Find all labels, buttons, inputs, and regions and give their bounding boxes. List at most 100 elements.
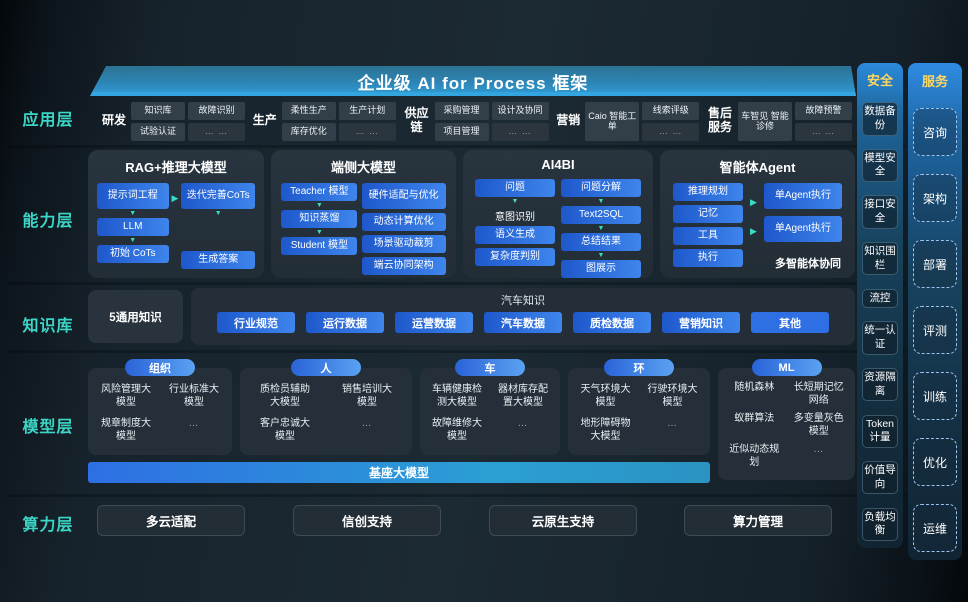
- ai4bi-semantic-generation: 语义生成: [475, 226, 555, 244]
- arrow-down-icon: ▼: [597, 225, 605, 232]
- model-cell: 蚁群算法: [734, 413, 775, 424]
- service-item-consulting: 咨询: [913, 108, 957, 156]
- ai4bi-question: 问题: [475, 179, 555, 197]
- knowledge-item-operation-data: 运营数据: [395, 312, 473, 333]
- agent-multi-collab-label: 多智能体协同: [775, 258, 841, 270]
- capability-box-ai4bi: AI4BI 问题 ▼ 意图识别 语义生成 复杂度判别 问题分解 ▼ Text2S…: [463, 150, 653, 278]
- app-item: 线索评级: [642, 101, 700, 120]
- model-group-pill: 车: [455, 359, 525, 376]
- arrow-down-icon: ▼: [214, 210, 222, 217]
- rag-step-initial-cots: 初始 CoTs: [96, 245, 169, 263]
- model-group-pill: 组织: [125, 359, 195, 376]
- agent-planning: 推理规划: [673, 183, 744, 201]
- compute-item-cloud-native: 云原生支持: [489, 505, 637, 536]
- model-group-environment: 环 天气环境大模型 行驶环境大模型 地形障碍物大模型 …: [568, 359, 710, 455]
- arrow-right-icon: ▶: [171, 193, 179, 203]
- ai4bi-complexity-judgement: 复杂度判别: [475, 248, 555, 266]
- model-cell: 行驶环境大模型: [647, 384, 698, 408]
- arrow-down-icon: ▼: [129, 210, 137, 217]
- application-layer-row: 研发 知识库 故障识别 试验认证 … … 生产 柔性生产 生产计划 库存优化 ……: [102, 98, 852, 144]
- layer-label-knowledge: 知识库: [22, 318, 74, 335]
- knowledge-item-other: 其他: [751, 312, 829, 333]
- model-group-pill: 人: [291, 359, 361, 376]
- service-item-optimization: 优化: [913, 438, 957, 486]
- service-item-training: 训练: [913, 372, 957, 420]
- knowledge-item-qc-data: 质检数据: [573, 312, 651, 333]
- agent-single-exec-2: 单Agent执行: [763, 216, 842, 242]
- app-item: 设计及协同: [491, 101, 549, 120]
- model-cell: 多变量灰色模型: [793, 413, 844, 437]
- layer-label-capability: 能力层: [22, 213, 74, 230]
- service-item-deployment: 部署: [913, 240, 957, 288]
- model-group-organization: 组织 风险管理大模型 行业标准大模型 规章制度大模型 …: [88, 359, 232, 455]
- capability-box-title: 智能体Agent: [719, 160, 796, 175]
- rag-step-answer: 生成答案: [181, 251, 256, 269]
- security-item-model-safety: 模型安全: [862, 148, 898, 183]
- app-group-after-sales: 售后服务 车智见 智能诊修 故障预警 … …: [707, 101, 852, 141]
- app-item: 试验认证: [131, 122, 186, 141]
- layer-label-compute: 算力层: [22, 517, 74, 534]
- model-group-ml: ML 随机森林 长短期记忆网络 蚁群算法 多变量灰色模型 近似动态规划 …: [718, 359, 855, 480]
- app-item: 采购管理: [434, 101, 489, 120]
- edge-dynamic-compute: 动态计算优化: [361, 213, 446, 231]
- model-cell: 故障维修大模型: [432, 418, 482, 442]
- layer-divider: [8, 350, 906, 353]
- model-cell: 客户忠诚大模型: [260, 418, 310, 442]
- compute-item-multicloud: 多云适配: [97, 505, 245, 536]
- security-item-value-orientation: 价值导向: [862, 461, 898, 495]
- app-group-name: 营销: [556, 113, 581, 128]
- model-cell-more: …: [188, 418, 200, 429]
- framework-title-banner: 企业级 AI for Process 框架: [90, 66, 856, 96]
- app-group-name: 售后服务: [707, 106, 732, 134]
- layer-divider: [8, 282, 906, 285]
- capability-box-agent: 智能体Agent 推理规划 记忆 工具 执行 ▶ ▶ 单Agent执行 单Age…: [660, 150, 855, 278]
- base-foundation-model-bar: 基座大模型: [88, 462, 710, 483]
- app-item: 故障识别: [188, 101, 246, 120]
- model-cell: 天气环境大模型: [580, 384, 631, 408]
- model-cell-more: …: [361, 418, 373, 429]
- capability-box-title: RAG+推理大模型: [125, 160, 227, 175]
- service-column-title: 服务: [921, 74, 948, 89]
- model-cell: 质检员辅助大模型: [260, 384, 310, 408]
- ai4bi-summarize: 总结结果: [561, 233, 641, 251]
- edge-scene-pruning: 场景驱动裁剪: [361, 235, 446, 253]
- security-item-load-balancing: 负载均衡: [862, 507, 898, 541]
- auto-knowledge-title: 汽车知识: [501, 295, 545, 307]
- ai4bi-decompose: 问题分解: [561, 179, 641, 197]
- model-cell-more: …: [667, 418, 678, 429]
- security-item-flow-control: 流控: [862, 288, 898, 309]
- layer-label-application: 应用层: [22, 112, 74, 129]
- capability-box-title: 端侧大模型: [330, 160, 396, 175]
- service-item-evaluation: 评测: [913, 306, 957, 354]
- capability-box-title: AI4BI: [541, 157, 575, 172]
- app-item-more: … …: [338, 122, 396, 141]
- arrow-right-icon: ▶: [750, 196, 757, 207]
- app-group-name: 供应链: [404, 106, 429, 134]
- layer-divider: [8, 145, 906, 148]
- edge-student-model: Student 模型: [281, 237, 358, 255]
- app-item: 车智见 智能诊修: [737, 101, 792, 141]
- model-group-people: 人 质检员辅助大模型 销售培训大模型 客户忠诚大模型 …: [240, 359, 412, 455]
- rag-step-refine-cots: 迭代完善CoTs: [181, 183, 256, 209]
- edge-cloud-arch: 端云协同架构: [361, 257, 446, 275]
- model-group-pill: ML: [751, 359, 822, 376]
- model-cell-more: …: [813, 444, 825, 455]
- security-item-unified-auth: 统一认证: [862, 321, 898, 355]
- arrow-down-icon: ▼: [511, 198, 519, 205]
- edge-distillation: 知识蒸馏: [281, 210, 358, 228]
- security-item-knowledge-guardrail: 知识围栏: [862, 241, 898, 276]
- app-item: 知识库: [131, 101, 186, 120]
- model-group-vehicle: 车 车辆健康检测大模型 器材库存配置大模型 故障维修大模型 …: [420, 359, 560, 455]
- app-group-production: 生产 柔性生产 生产计划 库存优化 … …: [252, 101, 396, 141]
- edge-hw-optimization: 硬件适配与优化: [361, 183, 446, 209]
- ai4bi-chart-display: 图展示: [561, 260, 641, 278]
- model-cell: 车辆健康检测大模型: [432, 384, 482, 408]
- knowledge-item-industry-standards: 行业规范: [217, 312, 295, 333]
- arrow-down-icon: ▼: [597, 198, 605, 205]
- agent-execution: 执行: [673, 249, 744, 267]
- model-cell-more: …: [517, 418, 529, 429]
- app-group-name: 生产: [252, 113, 277, 128]
- layer-label-model: 模型层: [22, 419, 74, 436]
- security-item-token-metering: Token计量: [862, 414, 898, 448]
